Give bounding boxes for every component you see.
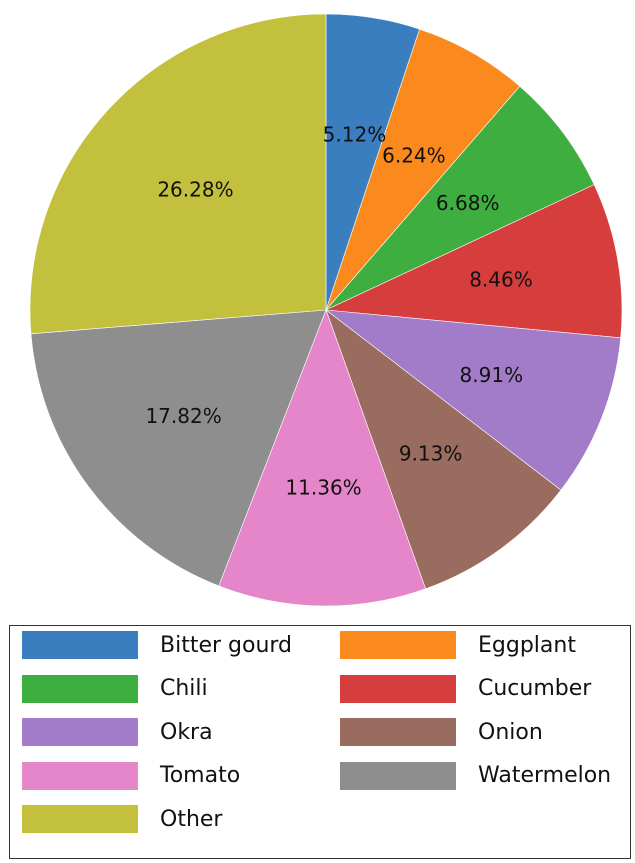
slice-label-watermelon: 17.82% [145, 404, 221, 428]
legend-swatch-onion [340, 718, 456, 746]
legend-item-chili: Chili [22, 674, 208, 704]
legend-swatch-other [22, 805, 138, 833]
legend-label-okra: Okra [160, 719, 213, 745]
legend-swatch-watermelon [340, 761, 456, 790]
pie-chart: 5.12%6.24% 6.68% 8.46% 8.91% 9.13% 11.36% 17.8… [29, 13, 623, 607]
pie-slice-cucumber [324, 184, 623, 339]
legend-label-other: Other [160, 806, 223, 832]
slice-label-onion: 9.13% [399, 442, 463, 466]
legend-item-eggplant: Eggplant [340, 630, 576, 660]
legend-swatch-okra [22, 718, 138, 746]
legend-item-other: Other [22, 804, 222, 834]
legend-swatch-cucumber [340, 674, 456, 703]
legend-swatch-chili [22, 674, 138, 703]
legend-label-tomato: Tomato [160, 763, 241, 788]
legend-label-chili: Chili [160, 676, 208, 701]
pie-slices [29, 13, 623, 607]
legend-label-eggplant: Eggplant [478, 632, 576, 658]
pie-slice-eggplant [325, 28, 521, 311]
slice-label-okra: 8.91% [460, 363, 524, 387]
slice-label-cucumber: 8.46% [469, 268, 533, 292]
legend-item-onion: Onion [340, 717, 543, 747]
pie-slice-other [29, 13, 327, 335]
slice-label-other: 26.28% [157, 178, 233, 202]
slice-label-chili: 6.68% [436, 191, 500, 215]
legend-swatch-eggplant [340, 631, 456, 659]
legend-label-cucumber: Cucumber [478, 676, 592, 701]
legend-item-okra: Okra [22, 717, 213, 747]
legend-label-onion: Onion [478, 719, 543, 745]
pie-slice-labels: 5.12%6.24% 6.68% 8.46% 8.91% 9.13% 11.36% 17.8… [145, 123, 532, 500]
pie-slice-onion [325, 309, 562, 590]
legend-label-bitter-gourd: Bitter gourd [160, 632, 293, 658]
slice-label-eggplant: 6.24% [382, 144, 446, 168]
pie-slice-tomato [218, 309, 426, 607]
legend-item-tomato: Tomato [22, 761, 240, 791]
pie-slice-chili [325, 85, 595, 311]
legend-label-watermelon: Watermelon [478, 763, 612, 788]
pie-slice-okra [324, 309, 622, 491]
slice-label-bitter-gourd: 5.12% [323, 123, 387, 147]
legend-item-bitter-gourd: Bitter gourd [22, 630, 292, 660]
legend-swatch-tomato [22, 761, 138, 790]
legend-item-cucumber: Cucumber [340, 674, 591, 704]
legend-swatch-bitter-gourd [22, 631, 138, 659]
legend-item-watermelon: Watermelon [340, 761, 611, 791]
chart-legend: Bitter gourd Eggplant Chili Cucumber Okra Oni… [9, 625, 631, 859]
pie-slice-watermelon [30, 309, 327, 587]
slice-label-tomato: 11.36% [285, 476, 361, 500]
